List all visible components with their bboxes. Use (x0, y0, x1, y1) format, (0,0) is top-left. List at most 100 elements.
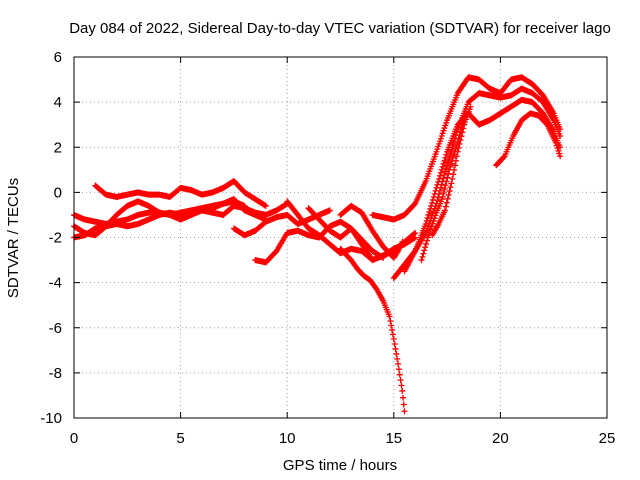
data-point (394, 355, 401, 362)
data-point (422, 244, 429, 251)
data-point (430, 217, 437, 224)
data-point (441, 171, 448, 178)
data-point (433, 184, 440, 191)
data-point (396, 371, 403, 378)
data-point (423, 217, 430, 224)
series-trace-i (337, 202, 406, 261)
data-point (555, 147, 562, 154)
data-point (429, 220, 436, 227)
data-point (389, 327, 396, 334)
data-point (444, 174, 451, 181)
data-point (447, 150, 454, 157)
series-trace-d (71, 196, 269, 239)
data-point (446, 188, 453, 195)
series-trace-n (418, 112, 468, 264)
data-point (399, 387, 406, 394)
data-point (444, 195, 451, 202)
data-point (387, 317, 394, 324)
data-point (430, 193, 437, 200)
chart-title: Day 084 of 2022, Sidereal Day-to-day VTE… (69, 20, 611, 37)
data-point (453, 153, 460, 160)
y-tick-label: 4 (54, 94, 62, 111)
x-tick-label: 15 (385, 430, 402, 447)
x-tick-label: 25 (599, 430, 616, 447)
data-point (553, 142, 560, 149)
x-tick-label: 0 (70, 430, 78, 447)
x-tick-label: 5 (176, 430, 184, 447)
data-point (432, 187, 439, 194)
data-point (448, 160, 455, 167)
data-point (451, 166, 458, 173)
series-trace-k (369, 74, 564, 223)
series-trace-o (429, 103, 474, 239)
series-trace-h (305, 205, 387, 261)
data-point (442, 203, 449, 210)
data-point (391, 340, 398, 347)
data-point (448, 180, 455, 187)
data-point (431, 215, 438, 222)
data-point (395, 360, 402, 367)
y-tick-label: -2 (49, 230, 62, 247)
data-point (436, 172, 443, 179)
data-point (435, 178, 442, 185)
data-point (428, 199, 435, 206)
y-tick-label: 2 (54, 139, 62, 156)
y-tick-label: 6 (54, 49, 62, 66)
data-point (262, 202, 269, 209)
data-point (436, 175, 443, 182)
data-point (557, 153, 564, 160)
x-axis-label: GPS time / hours (283, 457, 397, 474)
data-point (399, 239, 406, 246)
y-tick-label: 0 (54, 184, 62, 201)
data-point (447, 184, 454, 191)
data-point (427, 205, 434, 212)
data-point (386, 313, 393, 320)
y-axis-label: SDTVAR / TECUs (5, 178, 22, 298)
data-point (459, 129, 466, 136)
data-point (428, 223, 435, 230)
data-point (400, 401, 407, 408)
data-point (388, 322, 395, 329)
data-point (398, 382, 405, 389)
data-point (443, 178, 450, 185)
data-point (389, 331, 396, 338)
data-point (380, 254, 387, 261)
data-point (427, 226, 434, 233)
data-point (441, 157, 448, 164)
data-point (441, 186, 448, 193)
data-points (71, 74, 564, 415)
data-point (447, 163, 454, 170)
data-point (411, 230, 418, 237)
data-point (440, 190, 447, 197)
series-trace-l (390, 85, 564, 282)
data-point (452, 157, 459, 164)
y-tick-label: -4 (49, 275, 62, 292)
data-point (423, 237, 430, 244)
data-point (450, 154, 457, 161)
data-point (455, 144, 462, 151)
x-tick-label: 10 (279, 430, 296, 447)
data-point (460, 125, 467, 132)
data-point (444, 159, 451, 166)
data-point (422, 220, 429, 227)
data-point (461, 112, 468, 119)
data-point (412, 229, 419, 236)
data-point (424, 234, 431, 241)
data-point (452, 162, 459, 169)
data-point (452, 145, 459, 152)
data-point (445, 191, 452, 198)
data-point (439, 163, 446, 170)
data-point (443, 199, 450, 206)
y-tick-label: -10 (40, 410, 62, 427)
data-point (446, 153, 453, 160)
data-point (440, 160, 447, 167)
data-point (437, 169, 444, 176)
data-point (442, 182, 449, 189)
data-point (395, 366, 402, 373)
series-trace-c (92, 178, 269, 209)
data-point (419, 253, 426, 260)
data-point (450, 171, 457, 178)
data-point (454, 148, 461, 155)
data-point (431, 190, 438, 197)
data-point (390, 336, 397, 343)
